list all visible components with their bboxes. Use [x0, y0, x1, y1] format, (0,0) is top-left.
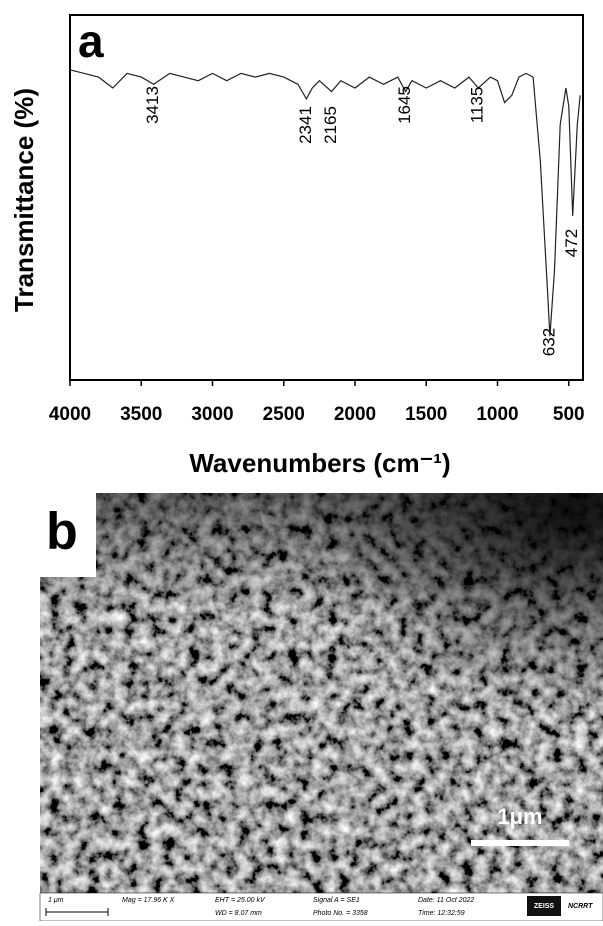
info-text: EHT = 25.00 kV [215, 897, 266, 904]
brand: ZEISS [534, 903, 555, 910]
x-tick-label: 1000 [476, 404, 518, 425]
info-text: Signal A = SE1 [313, 897, 360, 904]
peak-label: 2341 [296, 106, 315, 144]
info-text: WD = 8.07 mm [215, 910, 262, 917]
info-text: 1 μm [48, 897, 64, 904]
peak-label: 632 [539, 328, 558, 356]
ftir-panel: a Wavenumbers (cm⁻¹) Transmittance (%) 4… [9, 14, 585, 478]
spectrum-line [69, 69, 581, 337]
label-box [40, 493, 96, 577]
peak-label: 1645 [395, 86, 414, 124]
scale-bar [471, 840, 569, 846]
info-text: NCRRT [568, 903, 593, 910]
x-tick-label: 3500 [120, 404, 162, 425]
x-tick-label: 1500 [405, 404, 447, 425]
x-tick-label: 4000 [49, 404, 91, 425]
x-tick-label: 2500 [263, 404, 305, 425]
plot-frame [69, 14, 584, 381]
peak-label: 2165 [321, 106, 340, 144]
x-tick-label: 500 [553, 404, 585, 425]
sem-panel: b 1μm 1 μm Mag = 17.96 K X EHT = 25.00 k… [39, 493, 603, 922]
scale-bar-label: 1μm [497, 804, 542, 829]
peak-label: 3413 [143, 86, 162, 124]
x-tick-label: 2000 [334, 404, 376, 425]
logo-box [527, 896, 561, 916]
x-axis-title: Wavenumbers (cm⁻¹) [189, 448, 450, 478]
x-tick-label: 3000 [191, 404, 233, 425]
sem-shade [40, 493, 603, 893]
panel-label: a [78, 15, 104, 67]
panel-label: b [46, 503, 78, 561]
peak-label: 1135 [468, 87, 487, 124]
info-text: Time: 12:32:59 [418, 910, 465, 917]
info-text: Date: 11 Oct 2022 [418, 897, 474, 904]
info-text: Mag = 17.96 K X [122, 897, 175, 904]
peak-label: 472 [562, 229, 581, 257]
y-axis-title: Transmittance (%) [9, 88, 39, 312]
info-text: Photo No. = 3358 [313, 910, 368, 917]
